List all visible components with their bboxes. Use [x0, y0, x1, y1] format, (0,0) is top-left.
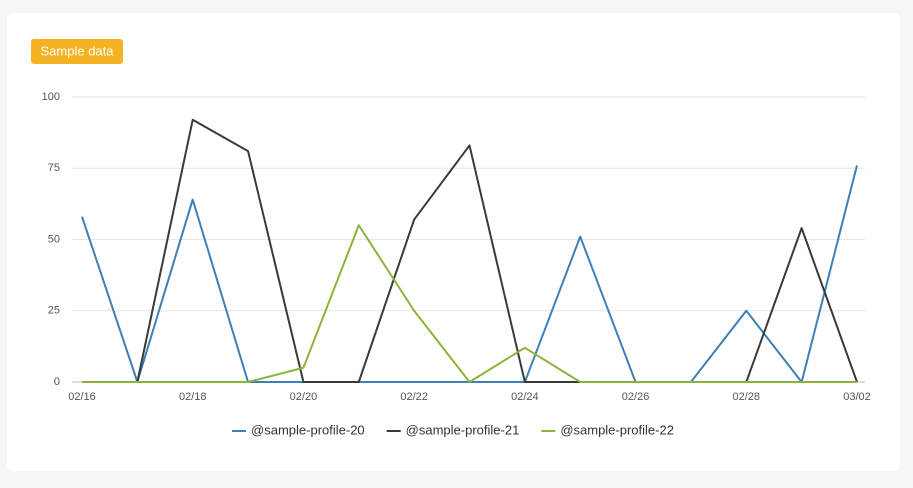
x-tick-label: 02/28: [733, 391, 761, 403]
y-tick-label: 50: [48, 233, 60, 245]
x-tick-label: 02/24: [511, 391, 539, 403]
badge-text: Sample data: [41, 43, 115, 58]
y-tick-label: 75: [48, 162, 60, 174]
y-tick-label: 0: [54, 376, 60, 388]
legend-label: @sample-profile-20: [251, 422, 365, 437]
legend-label: @sample-profile-22: [560, 422, 674, 437]
x-tick-label: 02/20: [290, 391, 318, 403]
x-tick-label: 02/18: [179, 391, 207, 403]
card: [7, 13, 900, 471]
badge: [31, 39, 123, 64]
x-tick-label: 03/02: [843, 391, 871, 403]
x-tick-label: 02/26: [622, 391, 650, 403]
series-line: [82, 224, 857, 383]
y-tick-label: 100: [42, 91, 60, 103]
legend-label: @sample-profile-21: [406, 422, 520, 437]
y-tick-label: 25: [48, 305, 60, 317]
x-tick-label: 02/22: [400, 391, 428, 403]
x-tick-label: 02/16: [68, 391, 96, 403]
